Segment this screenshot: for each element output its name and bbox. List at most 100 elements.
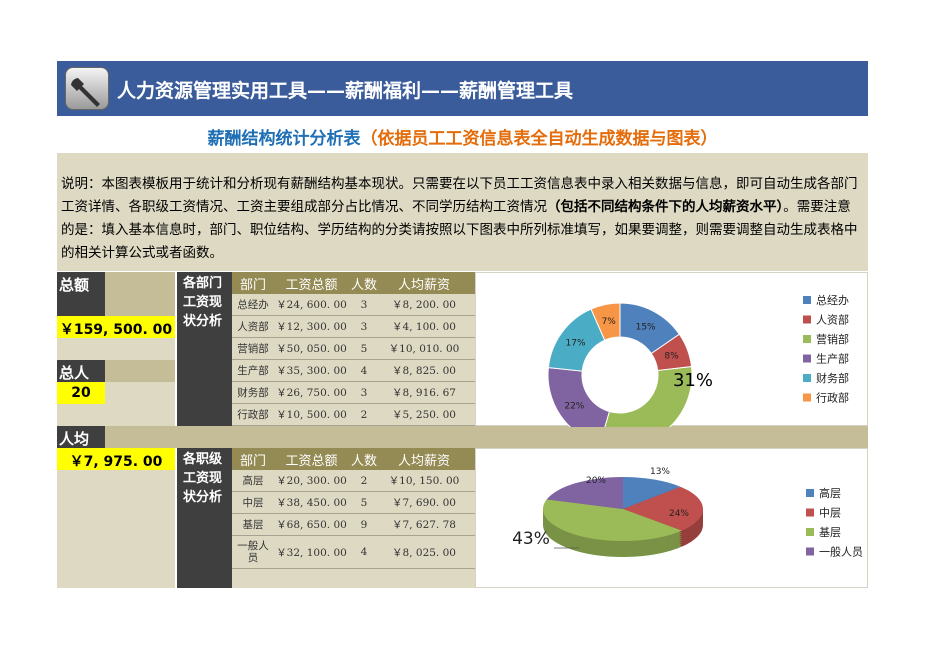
- avg-label: 人均: [57, 426, 105, 448]
- legend-swatch: [806, 489, 814, 497]
- col-header: 部门: [239, 453, 266, 469]
- legend-item: 行政部: [816, 391, 849, 405]
- legend-item: 财务部: [816, 371, 849, 385]
- dept-table: 部门 工资总额 人数 人均薪资 总经办 ￥24, 600. 00 3 ￥8, 200. 00…: [232, 272, 475, 426]
- table-row: 营销部 ￥50, 050. 00 5 ￥10, 010. 00: [232, 338, 475, 360]
- table-row: 基层 ￥68, 650. 00 9 ￥7, 627. 78: [232, 514, 475, 536]
- table-cell: ￥8, 825. 00: [392, 365, 456, 377]
- table-cell: 中层: [242, 497, 264, 509]
- subtitle-note: （依据员工工资信息表全自动生成数据与图表）: [360, 129, 718, 149]
- legend-item: 一般人员: [819, 546, 863, 559]
- table-cell: 4: [360, 364, 368, 377]
- count-label: 总人数: [57, 360, 105, 403]
- data-label: 20%: [586, 476, 606, 486]
- table-row: 中层 ￥38, 450. 00 5 ￥7, 690. 00: [232, 492, 475, 514]
- count-value: 20: [57, 382, 105, 404]
- legend-swatch: [806, 547, 814, 556]
- table-cell: ￥4, 100. 00: [392, 321, 456, 333]
- table-cell: 4: [360, 546, 368, 558]
- table-cell: ￥38, 450. 00: [276, 497, 347, 509]
- data-label: 31%: [673, 370, 713, 391]
- table-cell: 高层: [242, 475, 264, 487]
- table-header: 部门 工资总额 人数 人均薪资: [232, 448, 475, 470]
- data-label: 15%: [636, 322, 656, 332]
- wrench-icon: [65, 67, 109, 110]
- table-cell: ￥7, 690. 00: [392, 497, 456, 509]
- legend-swatch: [806, 508, 814, 517]
- col-header: 人数: [350, 453, 377, 469]
- header-bar: 人力资源管理实用工具——薪酬福利——薪酬管理工具: [57, 61, 868, 116]
- table-row: 财务部 ￥26, 750. 00 3 ￥8, 916. 67: [232, 382, 475, 404]
- table-row: 一般人员 ￥32, 100. 00 4 ￥8, 025. 00: [232, 536, 475, 569]
- total-label: 总额: [57, 272, 105, 294]
- table-cell: ￥8, 025. 00: [392, 546, 456, 559]
- level-pie-chart: 13% 24% 43% 20% 高层 中层 基层 一般人员: [475, 448, 868, 588]
- data-label: 24%: [669, 509, 689, 519]
- table-cell: 行政部: [237, 409, 269, 421]
- data-label: 7%: [602, 317, 617, 327]
- table-cell: ￥12, 300. 00: [276, 321, 347, 333]
- level-table: 部门 工资总额 人数 人均薪资 高层 ￥20, 300. 00 2 ￥10, 150. 00…: [232, 448, 475, 588]
- table-cell: 2: [360, 474, 368, 487]
- table-cell: 5: [360, 342, 368, 355]
- table-row: 生产部 ￥35, 300. 00 4 ￥8, 825. 00: [232, 360, 475, 382]
- table-cell: ￥50, 050. 00: [276, 343, 347, 355]
- legend-swatch: [806, 528, 814, 536]
- legend-item: 中层: [819, 507, 841, 520]
- table-cell: 人资部: [237, 321, 269, 333]
- legend-item: 人资部: [816, 313, 849, 327]
- legend-swatch: [803, 335, 811, 343]
- table-row: 人资部 ￥12, 300. 00 3 ￥4, 100. 00: [232, 316, 475, 338]
- table-cell: ￥10, 010. 00: [388, 343, 460, 355]
- col-header: 工资总额: [285, 453, 338, 469]
- description-text-2: 。需要注意的是：填入基本信息时，部门、职位结构、学历结构的分类请按照以下图表中所…: [61, 199, 858, 261]
- table-cell: ￥35, 300. 00: [276, 365, 347, 377]
- legend-item: 总经办: [816, 293, 849, 307]
- description: 说明：本图表模板用于统计和分析现有薪酬结构基本现状。只需要在以下员工工资信息表中…: [57, 153, 868, 271]
- subtitle-main: 薪酬结构统计分析表: [207, 129, 361, 149]
- data-label: 17%: [566, 339, 586, 349]
- table-cell: ￥10, 500. 00: [276, 409, 347, 421]
- table-cell: ￥24, 600. 00: [276, 299, 347, 311]
- donut-slice: [590, 302, 621, 341]
- table-cell: 基层: [242, 519, 264, 531]
- donut-slice: [547, 367, 610, 445]
- legend-item: 营销部: [816, 332, 849, 346]
- pie-slice: [623, 477, 681, 509]
- table-cell: ￥8, 916. 67: [392, 387, 456, 399]
- data-label: 13%: [650, 467, 670, 477]
- table-cell: 3: [360, 298, 368, 311]
- dept-doughnut-chart: 15% 8% 31% 22% 17% 7% 总经办 人资部 营销部 生产部 财务部 行政部: [475, 272, 868, 448]
- total-value: ￥159, 500. 00: [57, 316, 175, 338]
- table-cell: 3: [360, 386, 368, 399]
- dark-cell: [57, 294, 105, 316]
- blank-cell: [105, 382, 175, 404]
- avg-row: [57, 426, 868, 448]
- col-header: 人均薪资: [397, 453, 450, 469]
- legend-swatch: [803, 393, 811, 402]
- legend-swatch: [803, 354, 811, 363]
- avg-value: ￥7, 975. 00: [57, 448, 175, 470]
- legend-swatch: [803, 315, 811, 324]
- dept-section-label: 各部门工资现状分析: [177, 272, 232, 426]
- data-label: 43%: [512, 529, 550, 549]
- table-row: 行政部 ￥10, 500. 00 2 ￥5, 250. 00: [232, 404, 475, 426]
- legend-item: 生产部: [816, 352, 849, 366]
- table-header: 部门 工资总额 人数 人均薪资: [232, 272, 475, 294]
- level-section-label: 各职级工资现状分析: [177, 448, 232, 588]
- legend-swatch: [803, 296, 811, 304]
- blank-cell: [57, 470, 175, 588]
- data-label: 8%: [664, 352, 679, 362]
- app-title: 人力资源管理实用工具——薪酬福利——薪酬管理工具: [117, 80, 574, 102]
- table-row: 高层 ￥20, 300. 00 2 ￥10, 150. 00: [232, 470, 475, 492]
- table-cell: 总经办: [237, 299, 269, 311]
- legend-swatch: [803, 374, 811, 382]
- table-cell: 9: [360, 518, 368, 531]
- col-header: 部门: [239, 277, 266, 293]
- table-cell: 5: [360, 496, 368, 509]
- blank-cell: [57, 404, 175, 426]
- table-cell: 生产部: [237, 365, 269, 377]
- col-header: 人数: [350, 277, 377, 293]
- table-row: 总经办 ￥24, 600. 00 3 ￥8, 200. 00: [232, 294, 475, 316]
- pie-slice: [623, 486, 703, 531]
